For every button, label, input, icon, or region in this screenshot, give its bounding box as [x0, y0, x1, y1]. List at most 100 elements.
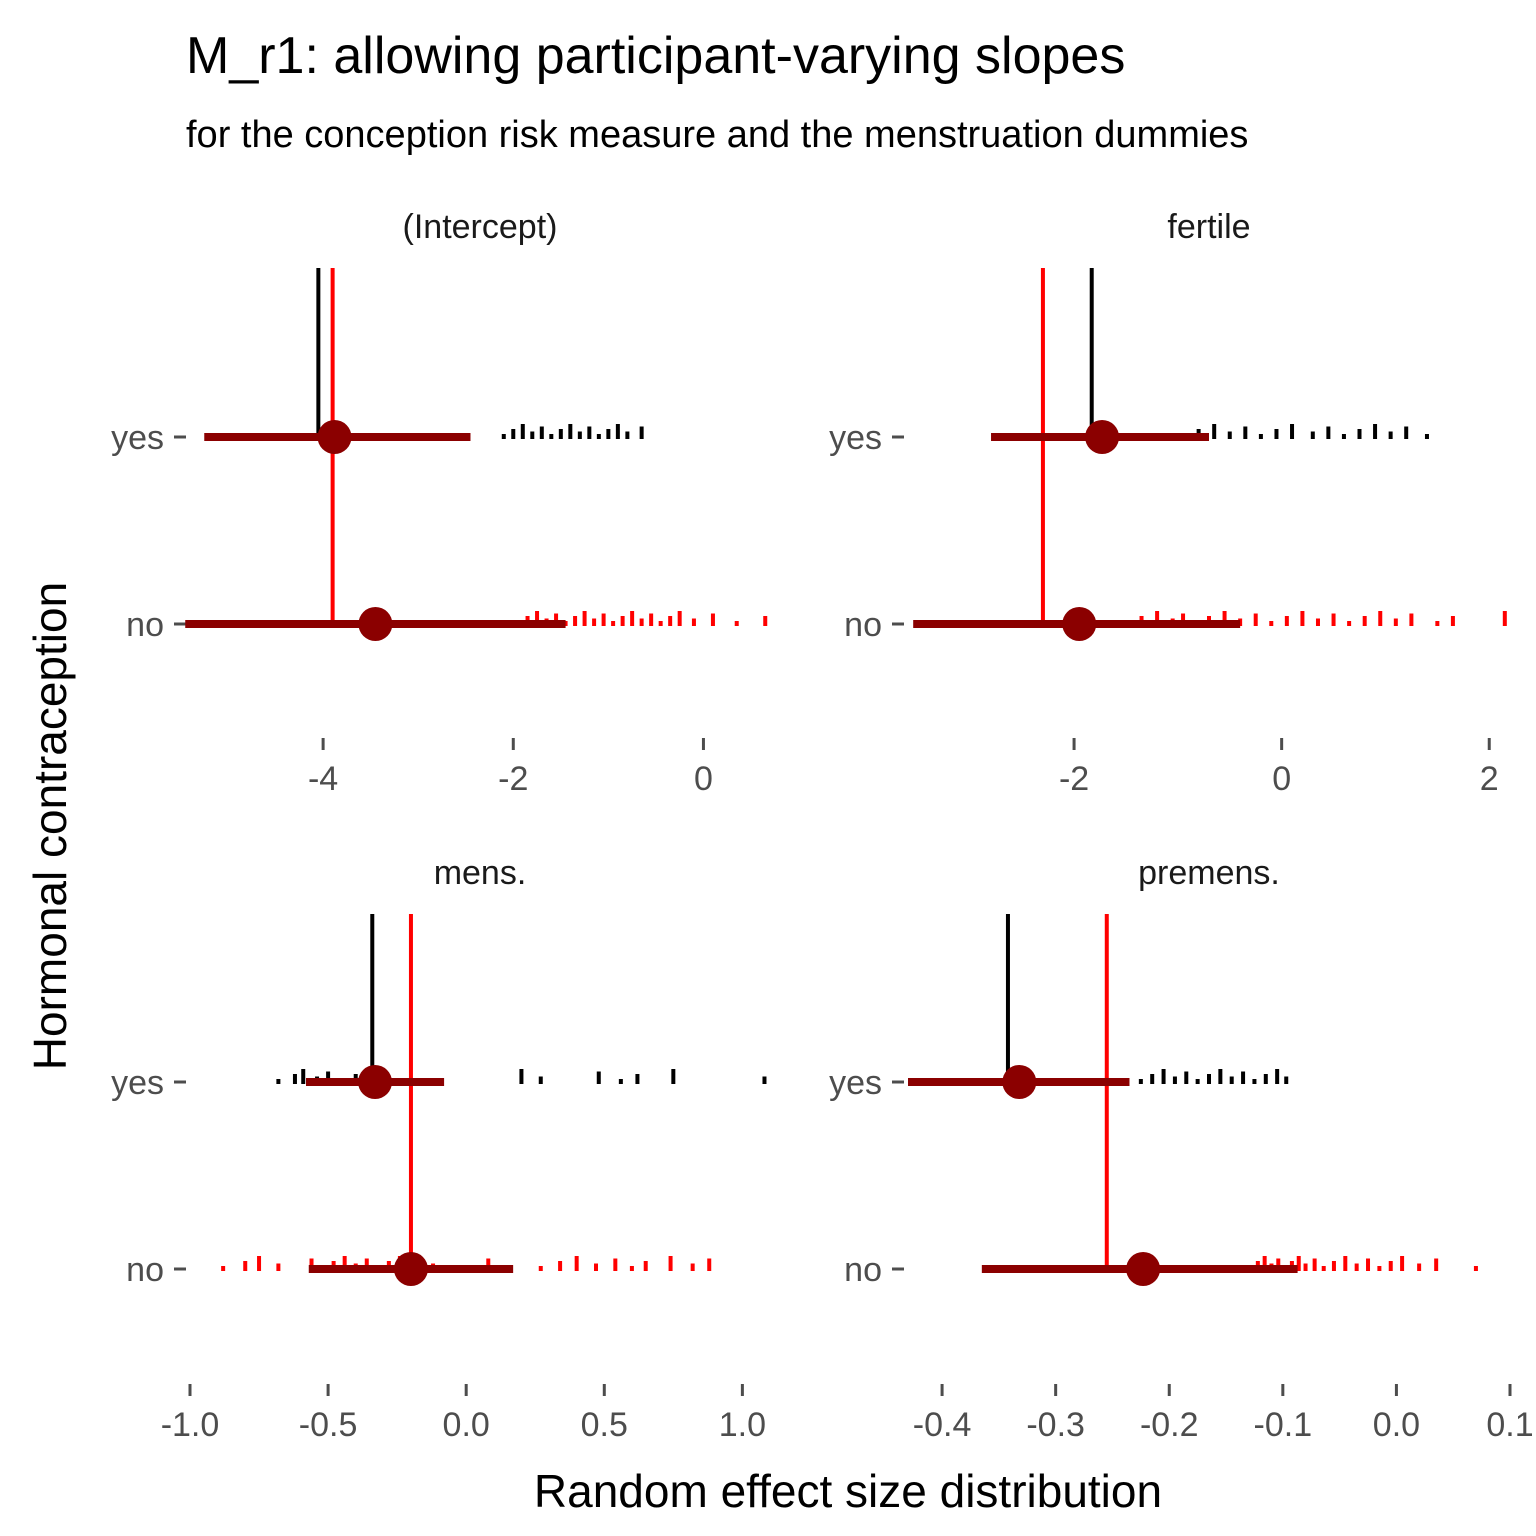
- distribution-dot-yes: [1258, 434, 1263, 439]
- point-estimate-yes: [1085, 420, 1120, 454]
- distribution-dot-no: [639, 618, 644, 626]
- distribution-dot-yes: [1275, 1069, 1280, 1084]
- x-tick-label: -2: [1059, 760, 1089, 798]
- distribution-dot-no: [558, 1261, 563, 1271]
- distribution-dot-no: [1393, 618, 1398, 626]
- distribution-dot-yes: [635, 1074, 640, 1084]
- distribution-dot-no: [1321, 1266, 1326, 1271]
- distribution-dot-no: [1377, 1266, 1382, 1271]
- point-estimate-no: [1062, 607, 1097, 641]
- distribution-dot-yes: [596, 434, 601, 439]
- distribution-dot-yes: [1243, 426, 1248, 439]
- distribution-dot-yes: [1161, 1069, 1166, 1084]
- x-tick-label: 0.0: [443, 1406, 490, 1444]
- distribution-dot-no: [1315, 618, 1320, 626]
- x-tick-label: -1.0: [161, 1406, 220, 1444]
- distribution-dot-yes: [1241, 1071, 1246, 1084]
- distribution-dot-no: [1366, 1258, 1371, 1271]
- distribution-dot-yes: [1284, 1076, 1289, 1084]
- distribution-dot-yes: [519, 1069, 524, 1084]
- distribution-dot-yes: [292, 1074, 297, 1084]
- distribution-dot-no: [221, 1266, 226, 1271]
- distribution-dot-yes: [1310, 431, 1315, 439]
- distribution-dot-yes: [618, 1079, 623, 1084]
- distribution-dot-no: [486, 1258, 491, 1271]
- distribution-dot-no: [1262, 1256, 1267, 1271]
- x-tick-label: 0.5: [581, 1406, 628, 1444]
- distribution-dot-no: [1435, 621, 1440, 626]
- distribution-dot-no: [1296, 1256, 1301, 1271]
- distribution-dot-yes: [1184, 1071, 1189, 1084]
- facet-panels: (Intercept) yes no -4 -2 0 fertile yes no -2 0 2 men…: [111, 208, 1534, 1444]
- distribution-dot-yes: [1424, 434, 1429, 439]
- distribution-dot-yes: [587, 426, 592, 439]
- point-estimate-yes: [317, 420, 352, 454]
- x-tick-label: -4: [308, 760, 338, 798]
- distribution-dot-yes: [1404, 426, 1409, 439]
- distribution-dot-no: [1400, 1256, 1405, 1271]
- distribution-dot-no: [538, 1266, 543, 1271]
- distribution-dot-no: [677, 611, 682, 626]
- y-tick-label-no: no: [844, 606, 882, 644]
- distribution-dot-no: [309, 1258, 314, 1271]
- distribution-dot-no: [257, 1256, 262, 1271]
- distribution-dot-no: [1502, 611, 1507, 626]
- y-tick-label-no: no: [844, 1251, 882, 1289]
- x-tick-label: -0.3: [1026, 1406, 1085, 1444]
- distribution-dot-no: [1155, 611, 1160, 626]
- distribution-dot-no: [1331, 613, 1336, 626]
- distribution-dot-no: [691, 618, 696, 626]
- distribution-dot-no: [1181, 613, 1186, 626]
- point-estimate-no: [393, 1252, 428, 1286]
- distribution-dot-yes: [1138, 1079, 1143, 1084]
- distribution-dot-yes: [596, 1071, 601, 1084]
- x-tick-label: 2: [1480, 760, 1499, 798]
- distribution-dot-yes: [276, 1079, 281, 1084]
- distribution-dot-no: [1276, 1258, 1281, 1271]
- facet-strip-label: (Intercept): [403, 208, 558, 246]
- x-tick-label: -0.1: [1254, 1406, 1313, 1444]
- distribution-dot-yes: [530, 431, 535, 439]
- distribution-dot-no: [710, 613, 715, 626]
- distribution-dot-no: [630, 611, 635, 626]
- distribution-dot-yes: [326, 1071, 331, 1084]
- distribution-dot-no: [707, 1258, 712, 1271]
- distribution-dot-no: [643, 1261, 648, 1271]
- distribution-dot-yes: [568, 424, 573, 439]
- distribution-dot-no: [613, 1258, 618, 1271]
- distribution-dot-yes: [1388, 431, 1393, 439]
- distribution-dot-yes: [639, 426, 644, 439]
- distribution-dot-yes: [615, 424, 620, 439]
- distribution-dot-yes: [1274, 429, 1279, 439]
- distribution-dot-no: [1222, 611, 1227, 626]
- facet-panel-3: mens. yes no -1.0 -0.5 0.0 0.5 1.0: [111, 854, 767, 1444]
- distribution-dot-yes: [1263, 1074, 1268, 1084]
- facet-panel-2: fertile yes no -2 0 2: [829, 208, 1507, 798]
- point-estimate-yes: [1002, 1065, 1037, 1099]
- distribution-dot-no: [554, 613, 559, 626]
- distribution-dot-no: [276, 1263, 281, 1271]
- distribution-dot-no: [658, 621, 663, 626]
- distribution-dot-yes: [1227, 431, 1232, 439]
- distribution-dot-yes: [1150, 1074, 1155, 1084]
- distribution-dot-yes: [558, 429, 563, 439]
- distribution-dot-no: [1409, 613, 1414, 626]
- distribution-dot-yes: [1290, 424, 1295, 439]
- distribution-dot-no: [535, 611, 540, 626]
- x-tick-label: 0: [1272, 760, 1291, 798]
- facet-strip-label: premens.: [1138, 854, 1280, 892]
- distribution-dot-yes: [1195, 1079, 1200, 1084]
- distribution-dot-no: [601, 613, 606, 626]
- distribution-dot-no: [668, 1256, 673, 1271]
- distribution-dot-yes: [520, 424, 525, 439]
- distribution-dot-yes: [301, 1069, 306, 1084]
- distribution-dot-yes: [501, 434, 506, 439]
- distribution-dot-yes: [539, 426, 544, 439]
- x-axis-title: Random effect size distribution: [534, 1465, 1162, 1517]
- distribution-dot-yes: [1207, 1074, 1211, 1084]
- point-estimate-no: [1126, 1252, 1161, 1286]
- distribution-dot-yes: [606, 429, 611, 439]
- distribution-dot-yes: [1357, 429, 1362, 439]
- distribution-dot-no: [690, 1263, 695, 1271]
